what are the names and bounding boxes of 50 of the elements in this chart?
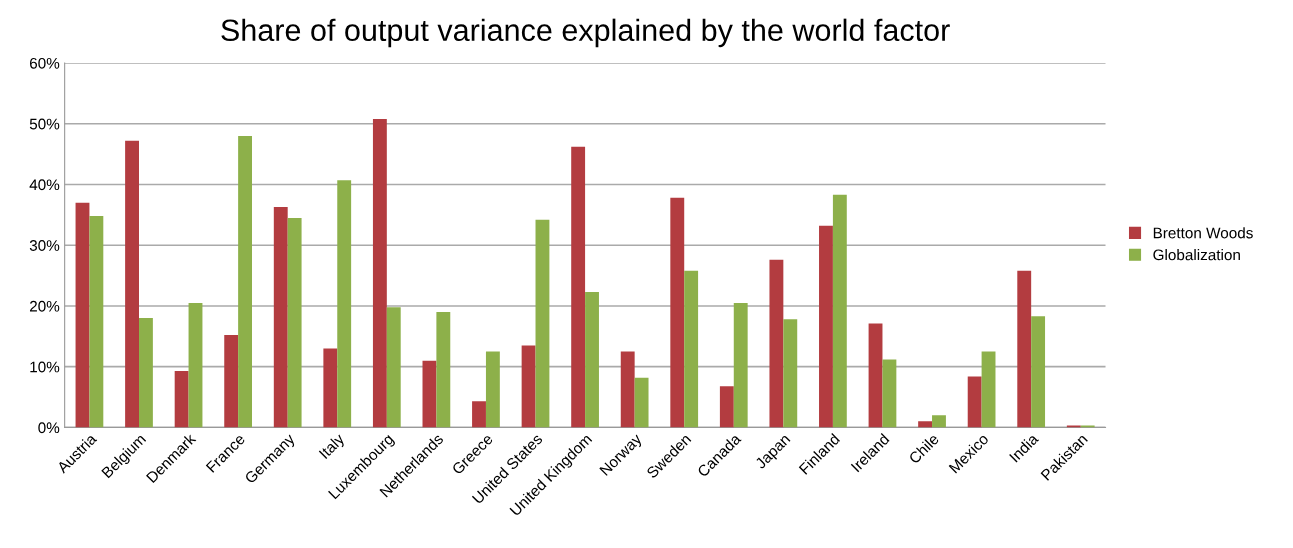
y-tick-label: 60% xyxy=(29,57,60,69)
legend-label: Globalization xyxy=(1153,249,1240,261)
bar xyxy=(670,197,685,428)
bar xyxy=(832,194,847,428)
bar xyxy=(436,312,451,428)
bar xyxy=(1031,316,1046,428)
bar xyxy=(372,118,387,428)
bar xyxy=(422,360,437,428)
chart-title: Share of output variance explained by the world factor xyxy=(221,18,950,48)
bar xyxy=(1017,270,1032,428)
bar xyxy=(386,307,401,428)
y-tick-label: 0% xyxy=(38,422,60,434)
bar xyxy=(967,376,982,428)
bar xyxy=(238,135,253,428)
bar xyxy=(585,292,599,428)
bar xyxy=(174,370,189,428)
bar xyxy=(571,146,586,428)
bar xyxy=(273,206,288,428)
bar xyxy=(634,377,649,428)
bar xyxy=(75,202,90,428)
bar xyxy=(139,318,153,428)
bar xyxy=(89,216,104,428)
bar xyxy=(485,351,500,428)
bar xyxy=(125,140,139,428)
y-tick-label: 20% xyxy=(29,300,60,312)
bar xyxy=(323,348,338,428)
y-tick-label: 10% xyxy=(30,361,60,373)
bar xyxy=(287,217,302,428)
bar xyxy=(620,351,635,428)
bar xyxy=(868,323,883,428)
bar xyxy=(918,421,933,428)
bar xyxy=(535,219,550,428)
bar xyxy=(733,302,748,428)
bar xyxy=(337,180,352,428)
legend-label: Bretton Woods xyxy=(1153,227,1253,239)
y-tick-label: 40% xyxy=(29,179,60,191)
bar xyxy=(472,401,486,428)
bar xyxy=(224,335,239,428)
y-tick-label: 30% xyxy=(29,240,60,251)
bar xyxy=(769,259,784,428)
bar xyxy=(188,302,203,428)
bar xyxy=(783,319,798,428)
bar xyxy=(521,345,536,428)
bar xyxy=(684,270,699,428)
bar xyxy=(981,351,996,428)
bar xyxy=(882,359,897,428)
bar xyxy=(932,415,946,428)
bar xyxy=(819,225,833,428)
y-tick-label: 50% xyxy=(29,118,60,130)
bar xyxy=(719,386,734,428)
